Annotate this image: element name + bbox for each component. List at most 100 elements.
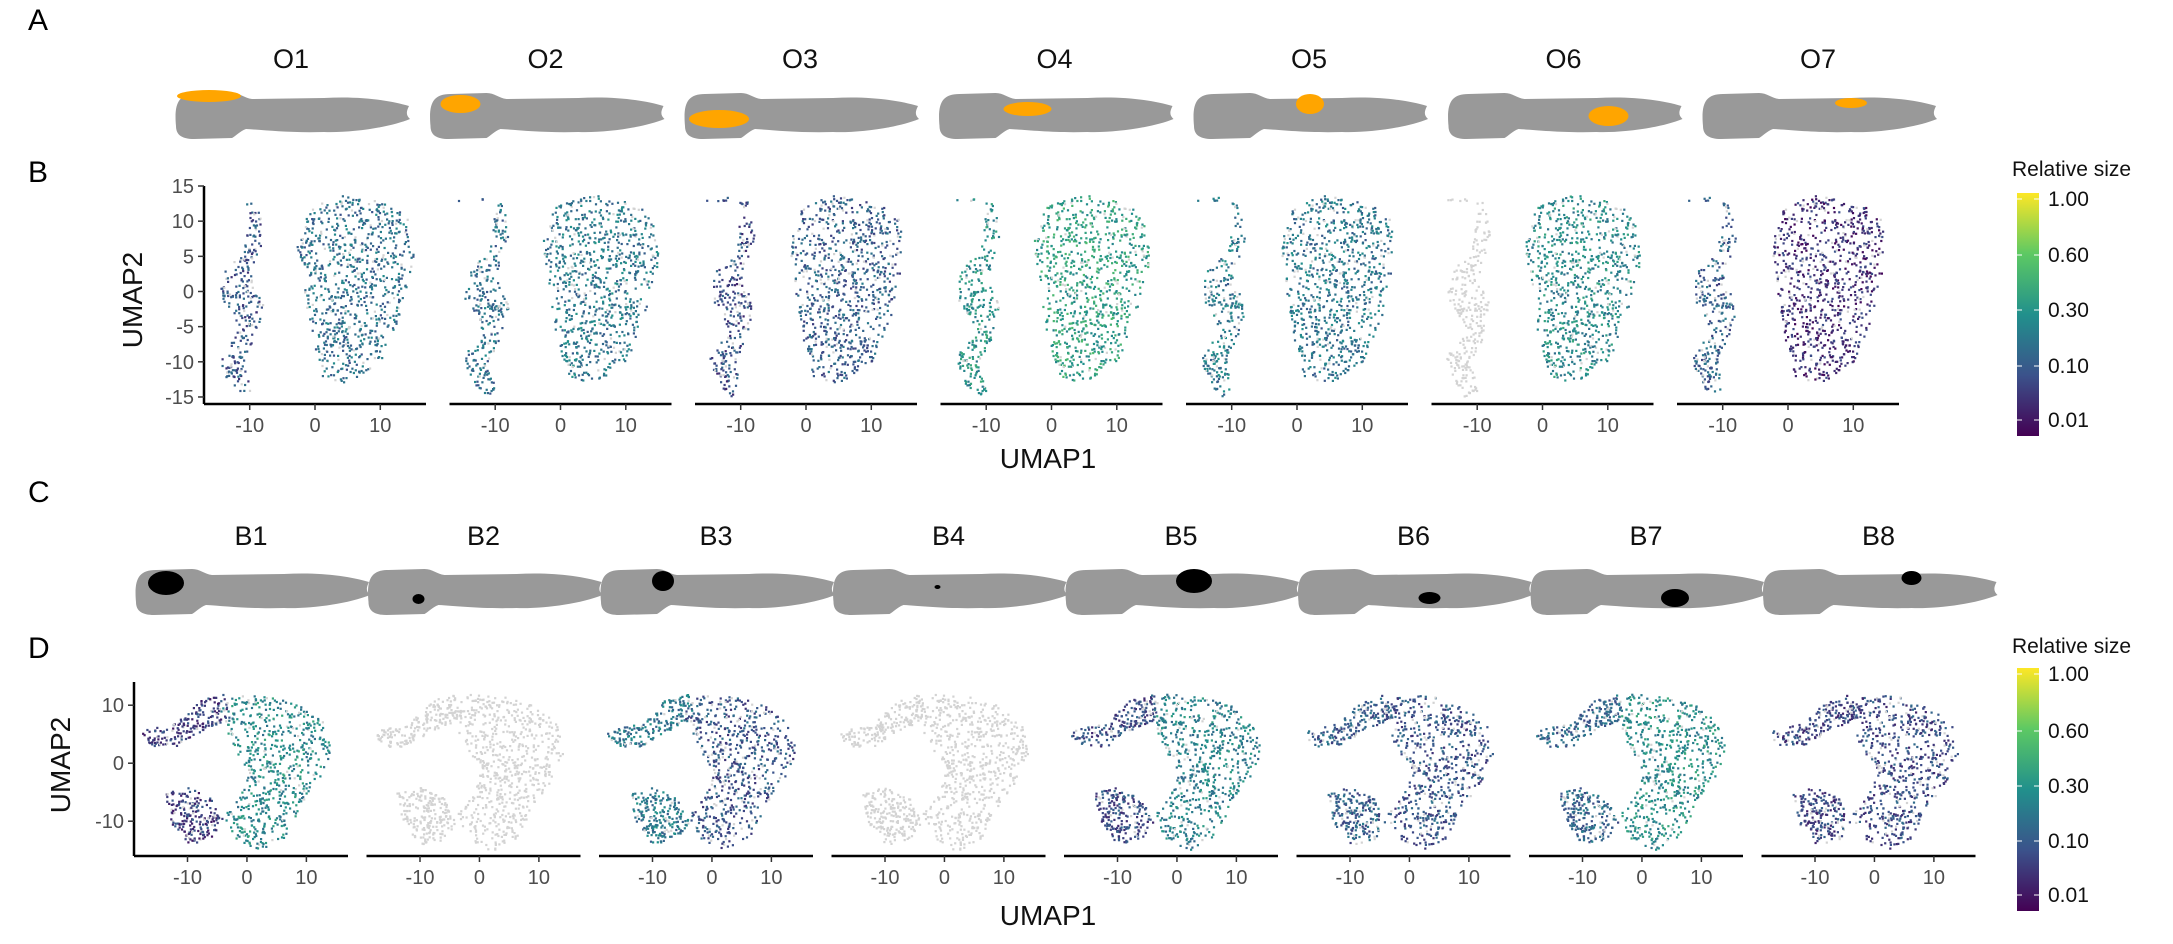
- data-point: [333, 329, 336, 333]
- data-point: [628, 300, 632, 303]
- data-point: [1119, 300, 1123, 303]
- data-point: [552, 283, 555, 286]
- data-point: [248, 301, 251, 304]
- data-point: [1070, 238, 1073, 241]
- data-point: [499, 203, 502, 206]
- data-point: [1111, 262, 1114, 265]
- data-point: [358, 257, 361, 260]
- data-point: [809, 243, 812, 246]
- data-point: [555, 222, 558, 225]
- data-point: [644, 215, 647, 218]
- data-point: [615, 263, 618, 266]
- data-point: [1065, 330, 1069, 333]
- data-point: [600, 296, 603, 299]
- data-point: [555, 318, 558, 321]
- data-point: [246, 280, 249, 283]
- data-point: [886, 227, 889, 230]
- data-point: [396, 262, 399, 266]
- data-point: [1102, 305, 1105, 308]
- data-point: [467, 287, 471, 291]
- data-point: [467, 350, 470, 353]
- data-point: [339, 234, 342, 237]
- data-point: [1141, 250, 1144, 253]
- data-point: [1084, 260, 1087, 263]
- data-point: [873, 241, 876, 245]
- data-point: [629, 298, 632, 301]
- x-tick-label: -10: [726, 415, 755, 437]
- data-point: [1111, 210, 1115, 213]
- data-point: [1210, 354, 1214, 357]
- data-point: [991, 257, 994, 260]
- data-point: [989, 286, 992, 289]
- data-point: [233, 375, 236, 379]
- data-point: [597, 266, 600, 269]
- data-point: [625, 233, 628, 236]
- data-point: [407, 245, 410, 248]
- data-point: [1322, 274, 1325, 277]
- data-point: [808, 277, 811, 280]
- data-point: [642, 243, 645, 246]
- data-point: [794, 246, 797, 249]
- data-point: [244, 285, 247, 288]
- data-point: [797, 237, 801, 240]
- data-point: [501, 313, 504, 316]
- data-point: [799, 288, 802, 291]
- data-point: [1219, 280, 1222, 283]
- data-point: [381, 317, 384, 320]
- data-point: [957, 362, 960, 365]
- data-point: [1094, 357, 1097, 361]
- data-point: [806, 292, 809, 295]
- data-point: [813, 268, 816, 271]
- data-point: [588, 305, 591, 308]
- data-point: [828, 354, 831, 357]
- data-point: [753, 234, 756, 237]
- data-point: [604, 311, 607, 314]
- data-point: [1215, 360, 1218, 363]
- data-point: [495, 254, 498, 258]
- data-point: [608, 297, 611, 300]
- data-point: [653, 264, 656, 268]
- data-point: [604, 233, 607, 236]
- data-point: [253, 213, 256, 216]
- data-point: [1113, 278, 1116, 281]
- data-point: [500, 311, 503, 314]
- data-point: [720, 381, 723, 384]
- data-point: [827, 306, 830, 310]
- data-point: [713, 297, 716, 300]
- data-point: [1128, 242, 1131, 245]
- data-point: [475, 272, 478, 276]
- data-point: [992, 232, 995, 235]
- data-point: [1131, 283, 1134, 286]
- data-point: [1090, 332, 1093, 335]
- data-point: [1138, 245, 1141, 248]
- data-point: [615, 297, 618, 300]
- data-point: [972, 307, 975, 310]
- data-point: [374, 343, 377, 347]
- data-point: [1065, 260, 1068, 263]
- data-point: [1318, 306, 1321, 310]
- data-point: [1069, 365, 1072, 368]
- data-point: [1084, 349, 1087, 352]
- data-point: [254, 211, 257, 215]
- data-point: [238, 305, 241, 308]
- data-point: [1340, 241, 1343, 244]
- data-point: [370, 353, 373, 356]
- data-point: [1212, 269, 1215, 272]
- data-point: [1071, 362, 1074, 365]
- data-point: [1082, 273, 1085, 277]
- data-point: [832, 236, 835, 240]
- data-point: [1110, 342, 1113, 345]
- data-point: [1304, 268, 1307, 271]
- data-point: [739, 345, 742, 348]
- data-point: [966, 384, 969, 387]
- data-point: [884, 290, 887, 293]
- data-point: [1068, 295, 1071, 298]
- data-point: [354, 239, 357, 242]
- data-point: [355, 347, 359, 350]
- data-point: [378, 212, 382, 215]
- data-point: [887, 262, 890, 266]
- data-point: [1044, 274, 1047, 277]
- data-point: [329, 322, 332, 325]
- data-point: [357, 300, 360, 303]
- data-point: [875, 345, 878, 349]
